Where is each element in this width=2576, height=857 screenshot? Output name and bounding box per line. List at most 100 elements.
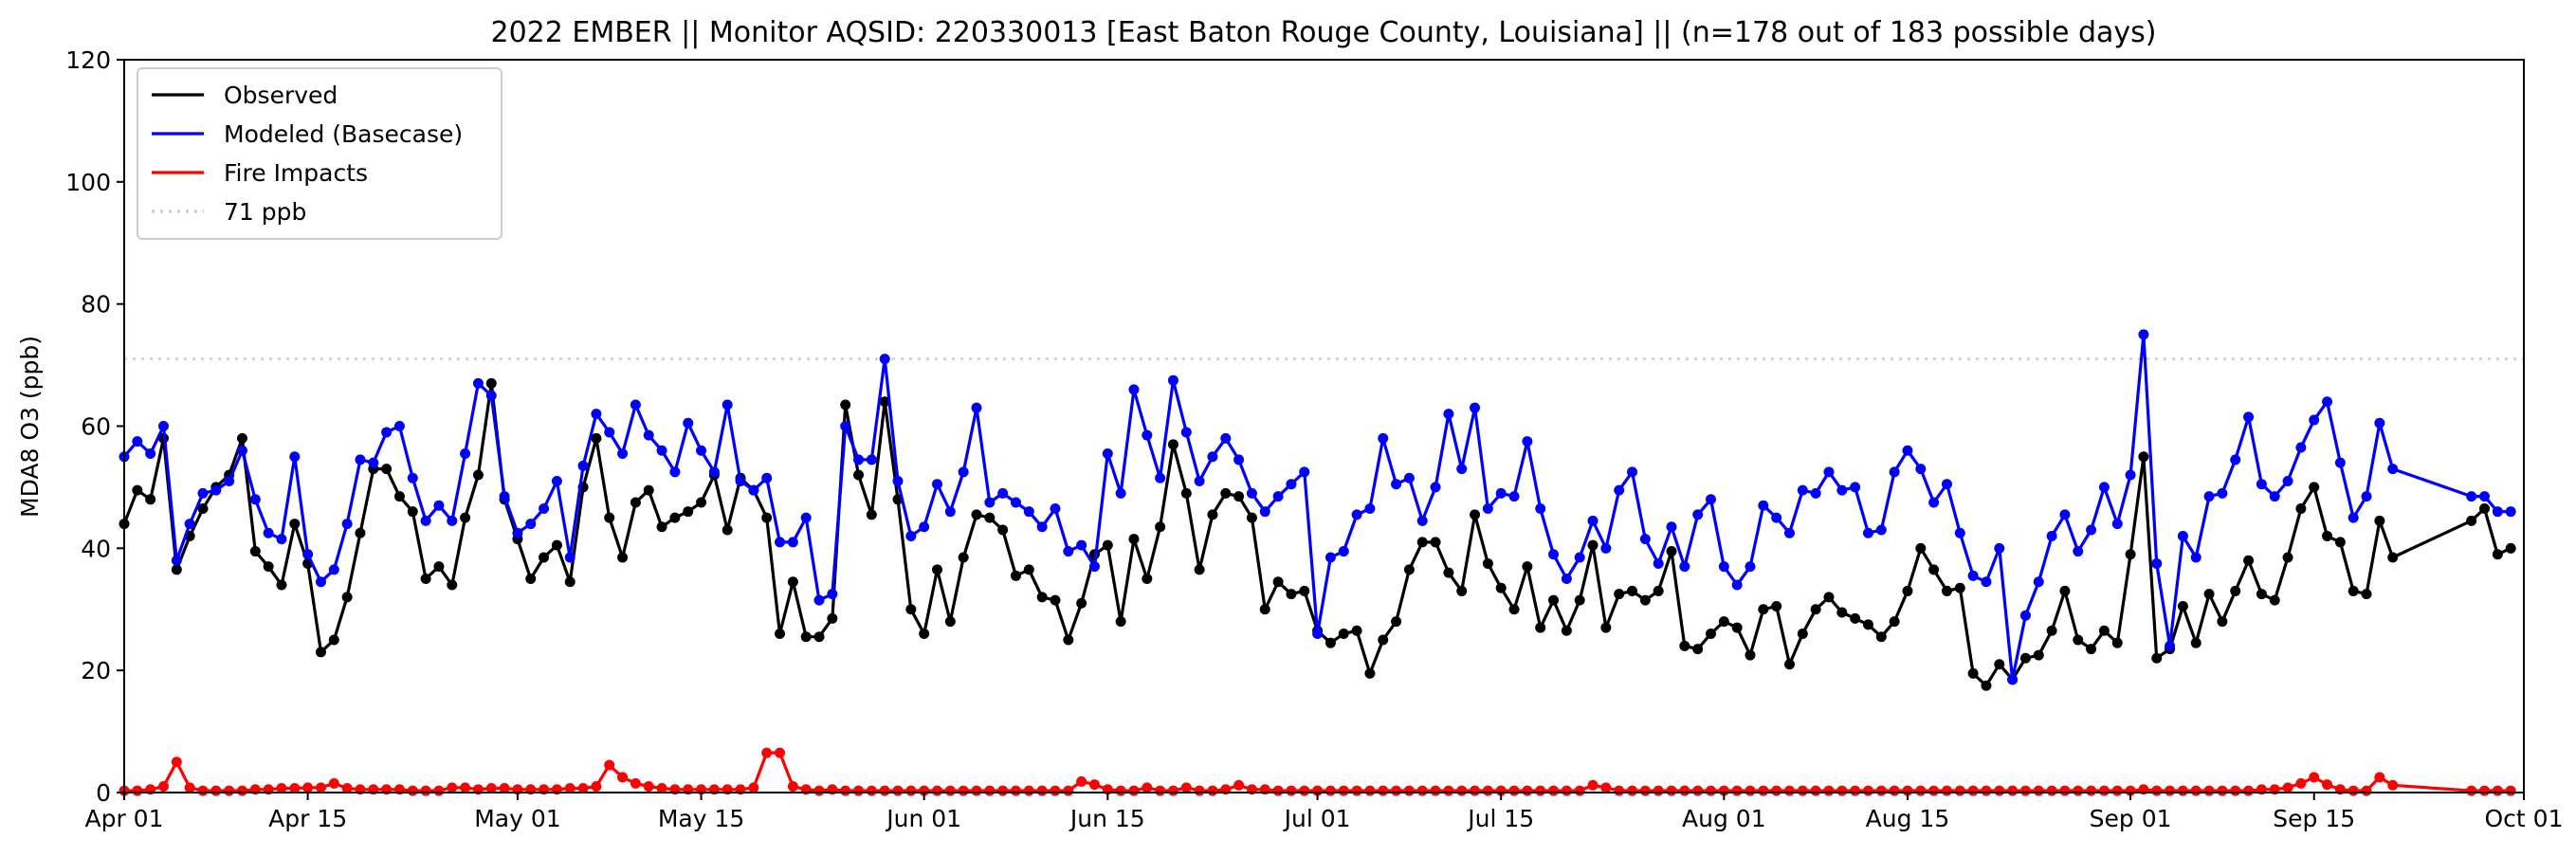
data-point <box>1299 785 1310 796</box>
data-point <box>2177 530 2188 541</box>
data-point <box>460 447 471 459</box>
data-point <box>2282 475 2293 486</box>
data-point <box>132 436 143 447</box>
data-point <box>1666 521 1677 533</box>
data-point <box>2098 785 2110 796</box>
data-point <box>1522 561 1533 573</box>
data-point <box>1862 619 1873 630</box>
data-point <box>1692 785 1704 796</box>
data-point <box>1378 432 1389 444</box>
data-point <box>1220 487 1232 499</box>
x-tick-label: Jul 15 <box>1466 805 1534 832</box>
data-point <box>1351 785 1362 796</box>
data-point <box>1207 451 1218 463</box>
data-point <box>2243 785 2255 796</box>
data-point <box>1286 785 1297 796</box>
data-point <box>276 782 287 793</box>
data-point <box>341 782 353 793</box>
data-point <box>2111 637 2123 648</box>
data-point <box>800 631 812 643</box>
data-point <box>2073 546 2084 557</box>
data-point <box>539 552 550 563</box>
data-point <box>1155 785 1166 796</box>
data-point <box>157 781 169 793</box>
data-point <box>447 782 458 793</box>
data-point <box>1941 479 1952 490</box>
data-point <box>302 549 314 560</box>
data-point <box>1456 464 1468 475</box>
data-point <box>1482 785 1493 796</box>
data-point <box>879 396 890 408</box>
data-point <box>1495 487 1507 499</box>
data-point <box>1286 589 1297 600</box>
data-point <box>407 785 418 796</box>
data-point <box>1797 785 1808 796</box>
data-point <box>761 747 773 758</box>
data-point <box>1233 454 1245 465</box>
data-point <box>1797 629 1808 640</box>
data-point <box>1167 785 1178 796</box>
data-point <box>827 612 838 624</box>
data-point <box>433 561 445 573</box>
data-point <box>944 506 956 518</box>
data-point <box>1836 484 1848 496</box>
data-point <box>905 785 917 796</box>
y-tick-label: 80 <box>81 291 111 319</box>
x-tick-label: Aug 01 <box>1682 805 1766 832</box>
data-point <box>2125 469 2136 481</box>
data-point <box>2138 329 2149 340</box>
data-point <box>1128 534 1140 545</box>
data-point <box>2046 785 2057 796</box>
data-point <box>1128 785 1140 796</box>
data-point <box>748 484 759 496</box>
data-point <box>2295 502 2307 514</box>
data-point <box>433 785 445 796</box>
data-point <box>1050 502 1061 514</box>
legend-box <box>137 67 502 240</box>
data-point <box>1233 491 1245 502</box>
data-point <box>472 377 484 389</box>
data-point <box>617 772 629 783</box>
data-point <box>813 785 825 796</box>
y-tick-label: 100 <box>65 169 111 196</box>
data-point <box>1286 479 1297 490</box>
data-point <box>1364 502 1376 514</box>
data-point <box>892 785 904 796</box>
chart-title: 2022 EMBER || Monitor AQSID: 220330013 [… <box>490 16 2156 49</box>
data-point <box>1142 782 1153 793</box>
data-point <box>1142 429 1153 441</box>
series-observed <box>119 377 2516 691</box>
data-point <box>2348 512 2359 523</box>
data-point <box>1495 582 1507 593</box>
data-point <box>2190 785 2201 796</box>
data-point <box>1259 604 1270 615</box>
data-point <box>708 466 720 478</box>
data-point <box>1548 549 1560 560</box>
data-point <box>1574 552 1585 563</box>
data-point <box>564 782 575 793</box>
data-point <box>1391 479 1402 490</box>
data-point <box>1364 667 1376 679</box>
data-point <box>1731 785 1743 796</box>
data-point <box>315 576 326 588</box>
data-point <box>2177 785 2188 796</box>
data-point <box>2230 585 2241 596</box>
data-point <box>1194 785 1205 796</box>
data-point <box>1561 625 1572 636</box>
data-point <box>1614 785 1625 796</box>
data-point <box>2111 785 2123 796</box>
data-point <box>564 576 575 588</box>
data-point <box>355 527 366 538</box>
data-point <box>787 537 798 548</box>
data-point <box>539 502 550 514</box>
data-point <box>1325 637 1336 648</box>
data-point <box>1023 506 1034 518</box>
data-point <box>1167 374 1178 386</box>
data-point <box>210 785 222 796</box>
data-point <box>197 487 209 499</box>
x-tick-label: May 15 <box>658 805 744 832</box>
data-point <box>1155 521 1166 533</box>
data-point <box>1783 659 1795 670</box>
data-point <box>2387 464 2399 475</box>
